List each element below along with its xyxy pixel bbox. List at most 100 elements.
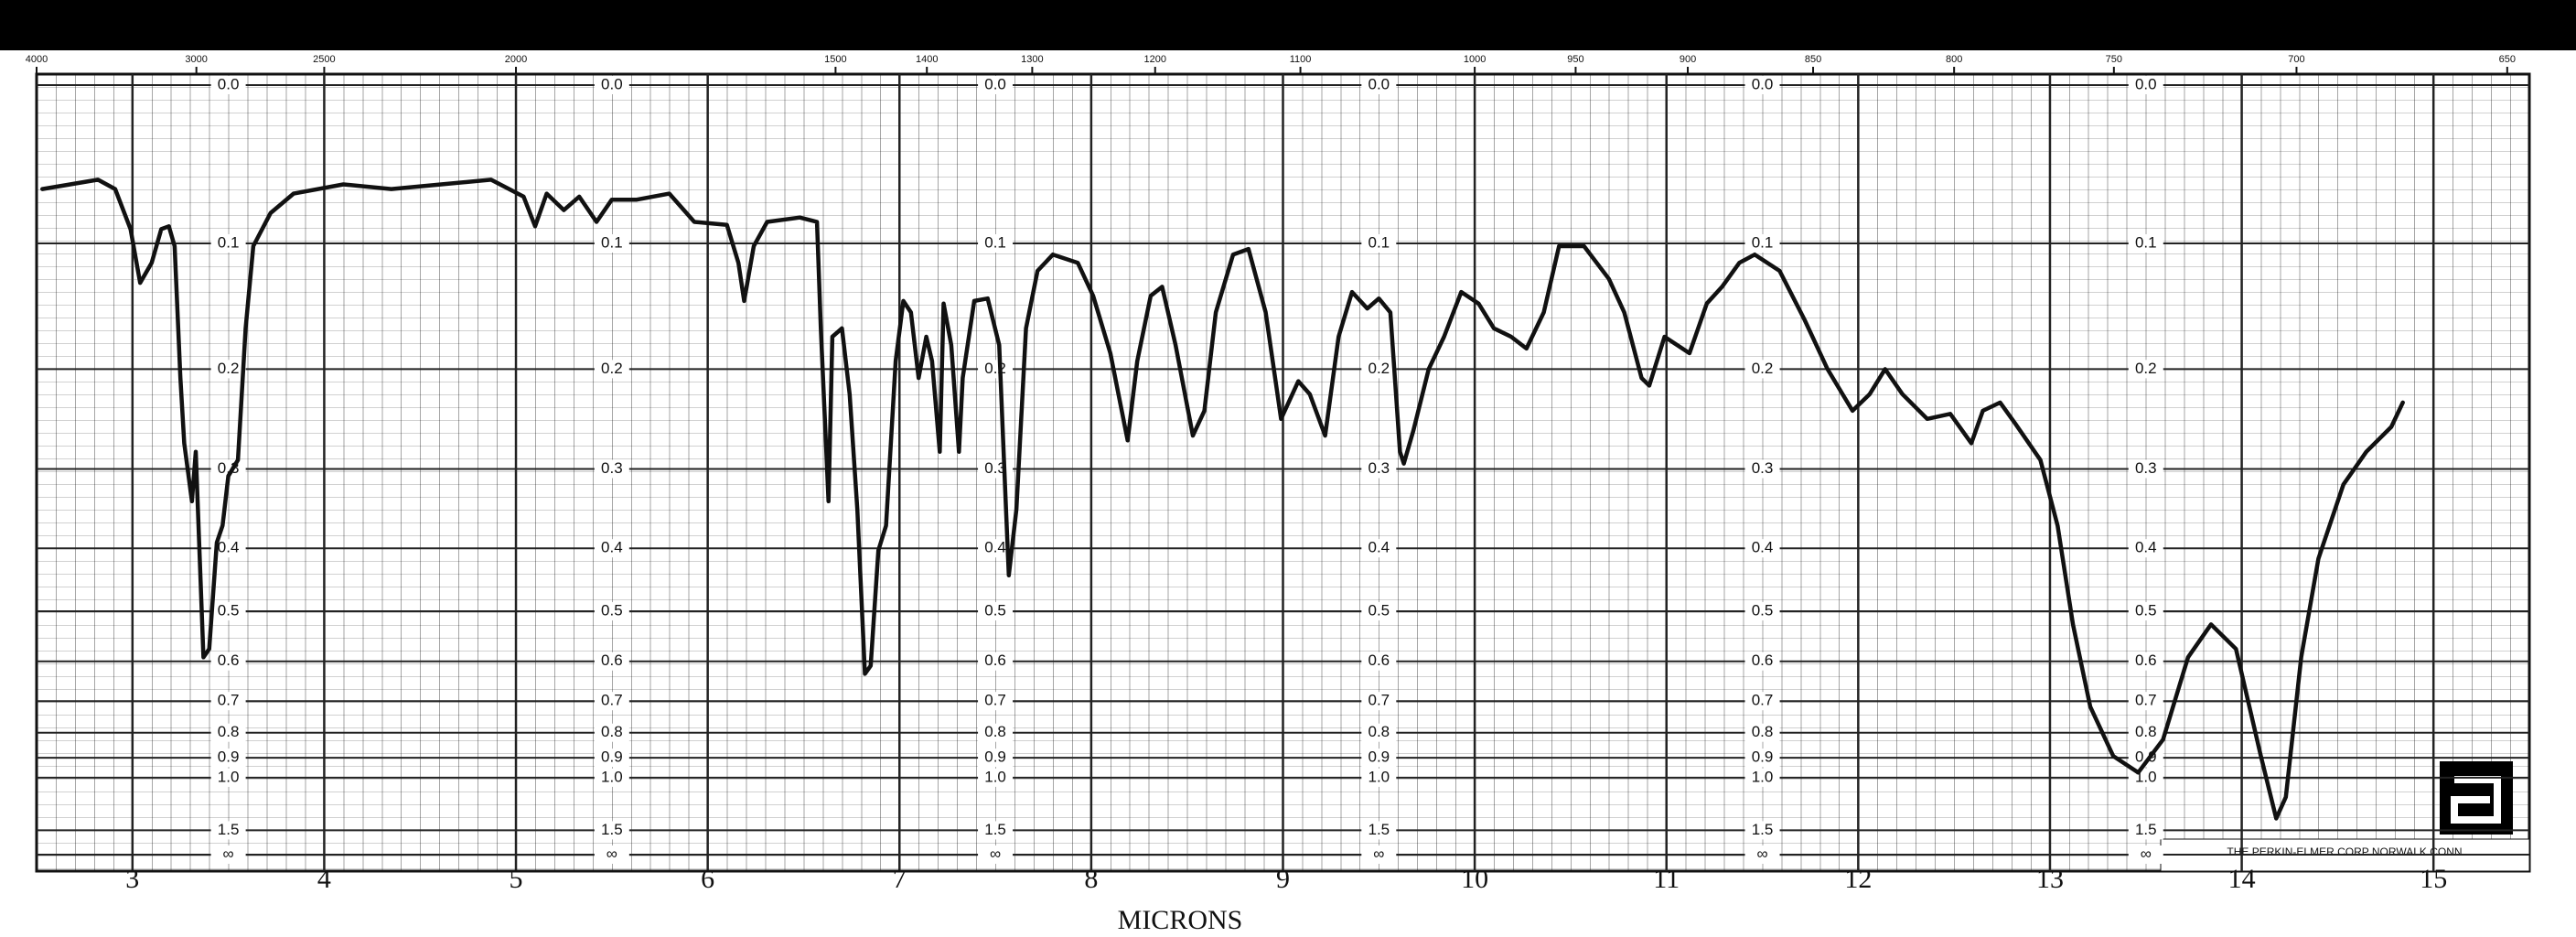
x2-tick-label: 1500	[824, 54, 846, 65]
x-tick-label: 14	[2228, 864, 2256, 894]
y-tick-label: 1.0	[1752, 768, 1774, 785]
y-tick-label-bg	[1744, 233, 1780, 253]
y-tick-label-bg	[1361, 76, 1397, 94]
y-tick-label-bg	[978, 360, 1014, 379]
x-axis-title: MICRONS	[1118, 905, 1243, 935]
x2-tick-label: 1000	[1464, 54, 1486, 65]
y-tick-label: 1.0	[1368, 768, 1390, 785]
y-tick-label-bg	[1361, 652, 1397, 671]
y-tick-label-bg	[1744, 459, 1780, 479]
y-tick-label: ∞	[1373, 845, 1384, 862]
y-tick-label: ∞	[2141, 845, 2152, 862]
y-tick-label-bg	[594, 723, 629, 742]
y-tick-label: ∞	[606, 845, 617, 862]
y-tick-label: 0.6	[2135, 652, 2157, 669]
x2-tick-label: 2500	[313, 54, 335, 65]
y-tick-label-bg	[210, 76, 246, 94]
y-tick-label-bg	[978, 602, 1014, 621]
y-tick-label: 1.5	[1752, 821, 1774, 838]
y-tick-label: 0.0	[1752, 75, 1774, 92]
y-tick-label: 0.5	[2135, 602, 2157, 619]
y-tick-label: 0.5	[1752, 602, 1774, 619]
y-tick-label-bg	[1361, 602, 1397, 621]
y-tick-label-bg	[594, 845, 629, 864]
y-tick-label-bg	[1744, 845, 1780, 864]
y-tick-label: 0.8	[218, 723, 240, 740]
y-tick-label: 0.7	[601, 692, 623, 709]
y-tick-label: 0.6	[984, 652, 1006, 669]
y-tick-label-bg	[210, 723, 246, 742]
y-tick-label-bg	[978, 76, 1014, 94]
y-tick-label: 0.5	[984, 602, 1006, 619]
y-tick-label: 0.1	[601, 233, 623, 251]
y-tick-label: 0.8	[984, 723, 1006, 740]
y-tick-label: 0.5	[218, 602, 240, 619]
y-tick-label: 0.8	[601, 723, 623, 740]
y-tick-label: 0.0	[218, 75, 240, 92]
y-tick-label: 0.1	[984, 233, 1006, 251]
y-tick-label: 0.7	[1368, 692, 1390, 709]
y-tick-label: 0.8	[1752, 723, 1774, 740]
x2-tick-label: 1300	[1021, 54, 1043, 65]
y-tick-label: 0.2	[2135, 360, 2157, 377]
y-tick-label-bg	[1361, 233, 1397, 253]
y-tick-label: 0.8	[1368, 723, 1390, 740]
x2-tick-label: 700	[2288, 54, 2304, 65]
y-tick-label-bg	[1744, 360, 1780, 379]
y-tick-label: 0.7	[2135, 692, 2157, 709]
y-tick-label-bg	[2128, 652, 2163, 671]
x2-tick-label: 3000	[185, 54, 207, 65]
y-tick-label-bg	[594, 539, 629, 558]
x2-tick-label: 1100	[1290, 54, 1312, 65]
y-tick-label-bg	[1744, 692, 1780, 711]
y-tick-label-bg	[978, 233, 1014, 253]
y-tick-label-bg	[594, 76, 629, 94]
y-tick-label: 1.5	[1368, 821, 1390, 838]
y-tick-label-bg	[210, 652, 246, 671]
y-tick-label: 0.1	[1752, 233, 1774, 251]
y-tick-label: 0.7	[984, 692, 1006, 709]
y-tick-label-bg	[2128, 539, 2163, 558]
x2-tick-label: 900	[1680, 54, 1696, 65]
y-tick-label-bg	[210, 539, 246, 558]
y-tick-label: 0.2	[1368, 360, 1390, 377]
y-tick-label: 0.9	[1368, 749, 1390, 766]
y-tick-label-bg	[2128, 692, 2163, 711]
y-tick-label-bg	[1744, 539, 1780, 558]
y-tick-label: 0.6	[218, 652, 240, 669]
y-tick-label: 0.2	[601, 360, 623, 377]
x2-tick-label: 1400	[916, 54, 938, 65]
y-tick-label-bg	[2128, 360, 2163, 379]
x-tick-label: 7	[893, 864, 907, 894]
y-tick-label-bg	[594, 233, 629, 253]
spectrum-line	[40, 178, 2405, 821]
y-tick-label: 0.6	[601, 652, 623, 669]
y-tick-label-bg	[594, 768, 629, 787]
y-tick-label-bg	[594, 652, 629, 671]
y-tick-label: 0.9	[984, 749, 1006, 766]
y-tick-label: 0.9	[1752, 749, 1774, 766]
y-tick-label-bg	[1361, 539, 1397, 558]
y-tick-label-bg	[1361, 768, 1397, 787]
y-tick-label: 1.5	[601, 821, 623, 838]
y-tick-label: 0.0	[2135, 75, 2157, 92]
y-tick-label: 1.5	[984, 821, 1006, 838]
x2-tick-label: 1200	[1144, 54, 1166, 65]
y-tick-label: ∞	[223, 845, 234, 862]
y-tick-label-bg	[1361, 723, 1397, 742]
y-tick-label: 0.4	[218, 539, 240, 556]
y-tick-label: 0.1	[1368, 233, 1390, 251]
x-tick-label: 3	[125, 864, 139, 894]
y-tick-label-bg	[978, 845, 1014, 864]
y-tick-label-bg	[2128, 845, 2163, 864]
y-tick-label-bg	[1744, 768, 1780, 787]
x-tick-label: 15	[2420, 864, 2447, 894]
y-tick-label: 0.0	[601, 75, 623, 92]
y-tick-label-bg	[210, 602, 246, 621]
y-tick-label: 1.0	[601, 768, 623, 785]
y-tick-label-bg	[2128, 723, 2163, 742]
y-tick-label-bg	[210, 821, 246, 840]
y-tick-label: 0.8	[2135, 723, 2157, 740]
y-tick-label-bg	[210, 692, 246, 711]
